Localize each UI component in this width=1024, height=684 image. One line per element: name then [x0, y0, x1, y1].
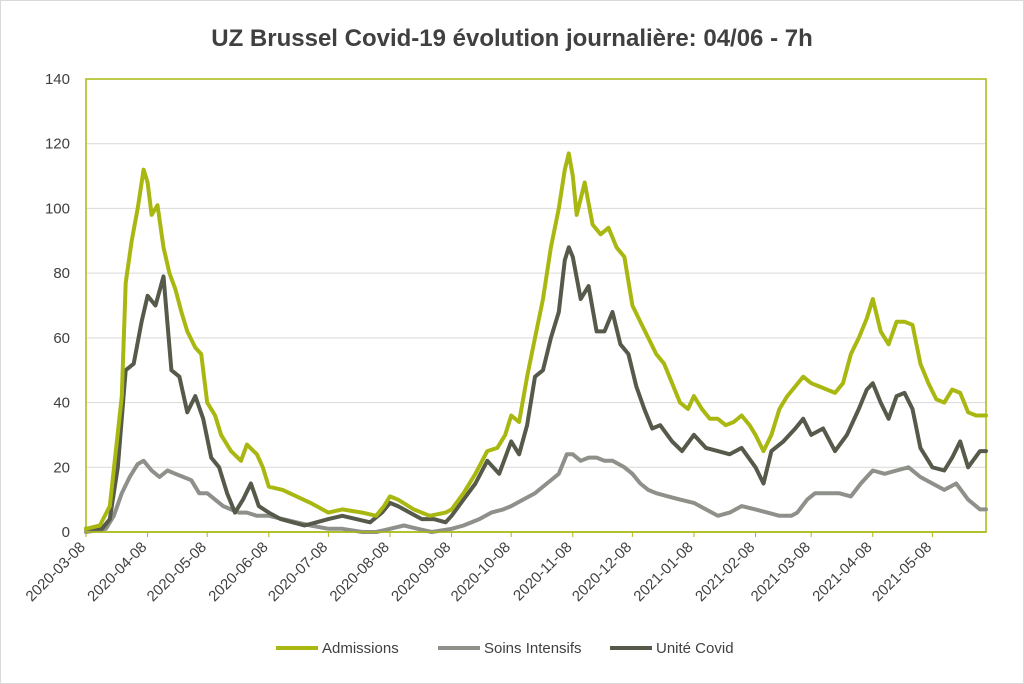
y-tick-label: 20	[53, 459, 70, 476]
x-tick-label: 2020-07-08	[265, 539, 331, 605]
y-tick-label: 40	[53, 395, 70, 412]
x-tick-label: 2020-12-08	[569, 539, 635, 605]
x-tick-label: 2020-03-08	[23, 539, 89, 605]
x-tick-label: 2020-04-08	[84, 539, 150, 605]
x-tick-label: 2020-06-08	[205, 539, 271, 605]
x-tick-label: 2020-11-08	[510, 539, 575, 604]
x-tick-label: 2020-08-08	[327, 539, 393, 605]
gridlines	[86, 78, 986, 468]
y-tick-label: 100	[45, 200, 70, 217]
y-tick-label: 60	[53, 330, 70, 347]
x-tick-label: 2021-04-08	[809, 539, 875, 605]
legend-item[interactable]: Soins Intensifs	[438, 640, 582, 657]
legend[interactable]: Admissions Soins Intensifs Unité Covid	[276, 640, 734, 657]
x-tick-label: 2021-05-08	[869, 539, 935, 605]
chart-title: UZ Brussel Covid-19 évolution journalièr…	[211, 25, 813, 52]
y-tick-label: 0	[62, 524, 70, 541]
legend-label: Soins Intensifs	[484, 640, 582, 657]
series-lines	[84, 151, 988, 534]
y-tick-label: 80	[53, 265, 70, 282]
legend-label: Admissions	[322, 640, 399, 657]
x-tick-label: 2020-09-08	[388, 539, 454, 605]
y-tick-label: 120	[45, 136, 70, 153]
series-line-admissions	[84, 151, 988, 531]
y-tick-label: 140	[45, 71, 70, 88]
x-tick-label: 2020-05-08	[144, 539, 210, 605]
legend-label: Unité Covid	[656, 640, 734, 657]
plot-area-border	[85, 78, 987, 533]
x-tick-label: 2021-01-08	[630, 539, 696, 605]
legend-item[interactable]: Admissions	[276, 640, 399, 657]
legend-item[interactable]: Unité Covid	[610, 640, 734, 657]
x-tick-label: 2020-10-08	[448, 539, 514, 605]
x-tick-label: 2021-03-08	[748, 539, 814, 605]
series-line-unit-covid	[84, 245, 988, 531]
series-line-soins-intensifs	[84, 452, 988, 534]
